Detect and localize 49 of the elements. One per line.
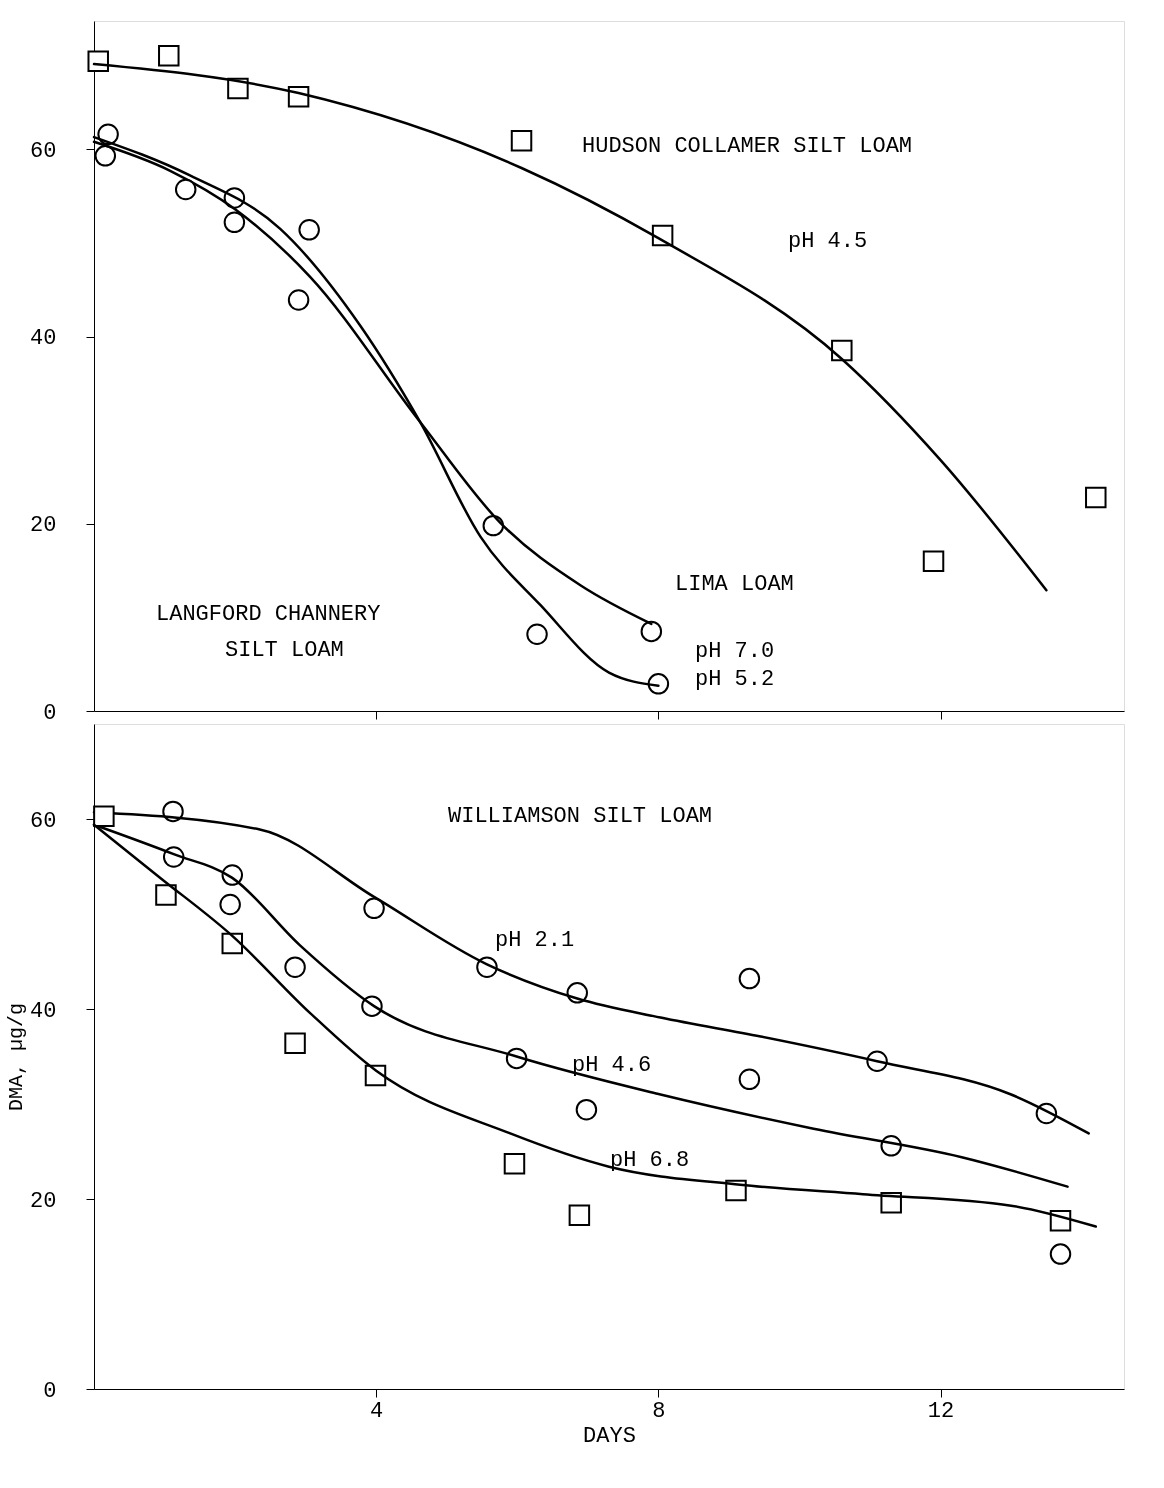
annotation: pH 2.1 bbox=[495, 928, 575, 953]
annotation: LIMA LOAM bbox=[675, 572, 794, 597]
point bbox=[568, 1204, 591, 1226]
annotation: pH 6.8 bbox=[610, 1148, 690, 1173]
y-axis-title: DMA, µg/g bbox=[5, 1002, 29, 1112]
annotation: pH 5.2 bbox=[695, 667, 775, 692]
x-axis-title: DAYS bbox=[583, 1423, 636, 1449]
point bbox=[174, 178, 197, 201]
point bbox=[1049, 1243, 1072, 1265]
point bbox=[223, 211, 246, 234]
y-tick-label: 20 bbox=[30, 513, 57, 539]
annotation: LANGFORD CHANNERY bbox=[156, 602, 381, 627]
x-tick-label: 12 bbox=[927, 1398, 955, 1424]
point bbox=[284, 1032, 306, 1054]
x-tick-label: 4 bbox=[370, 1398, 384, 1424]
y-tick-label: 40 bbox=[30, 998, 57, 1024]
point bbox=[158, 44, 180, 67]
y-tick-label: 60 bbox=[30, 138, 57, 164]
point bbox=[738, 967, 761, 990]
y-tick-label: 20 bbox=[30, 1188, 57, 1214]
point bbox=[287, 289, 310, 311]
annotation: SILT LOAM bbox=[225, 638, 344, 663]
annotation: pH 4.5 bbox=[788, 229, 868, 254]
point bbox=[93, 805, 115, 827]
y-tick-label: 40 bbox=[30, 326, 57, 352]
point bbox=[94, 145, 117, 167]
point bbox=[510, 130, 533, 152]
x-tick-label: 8 bbox=[652, 1398, 666, 1424]
point bbox=[219, 893, 241, 916]
point bbox=[738, 1068, 761, 1091]
y-tick-label: 0 bbox=[43, 1378, 57, 1404]
point bbox=[575, 1098, 598, 1121]
point bbox=[284, 956, 306, 978]
point bbox=[1085, 486, 1107, 509]
annotation: HUDSON COLLAMER SILT LOAM bbox=[582, 134, 913, 159]
y-tick-label: 60 bbox=[30, 808, 57, 834]
point bbox=[922, 550, 945, 572]
annotation: pH 7.0 bbox=[695, 639, 775, 664]
annotation: WILLIAMSON SILT LOAM bbox=[448, 804, 713, 829]
point bbox=[155, 884, 177, 906]
point bbox=[526, 623, 548, 645]
annotation: pH 4.6 bbox=[572, 1053, 652, 1078]
y-tick-label: 0 bbox=[43, 700, 57, 726]
point bbox=[640, 620, 663, 643]
point bbox=[503, 1153, 526, 1175]
point bbox=[647, 673, 670, 695]
point bbox=[87, 50, 109, 72]
point bbox=[363, 897, 385, 920]
point bbox=[298, 219, 320, 241]
